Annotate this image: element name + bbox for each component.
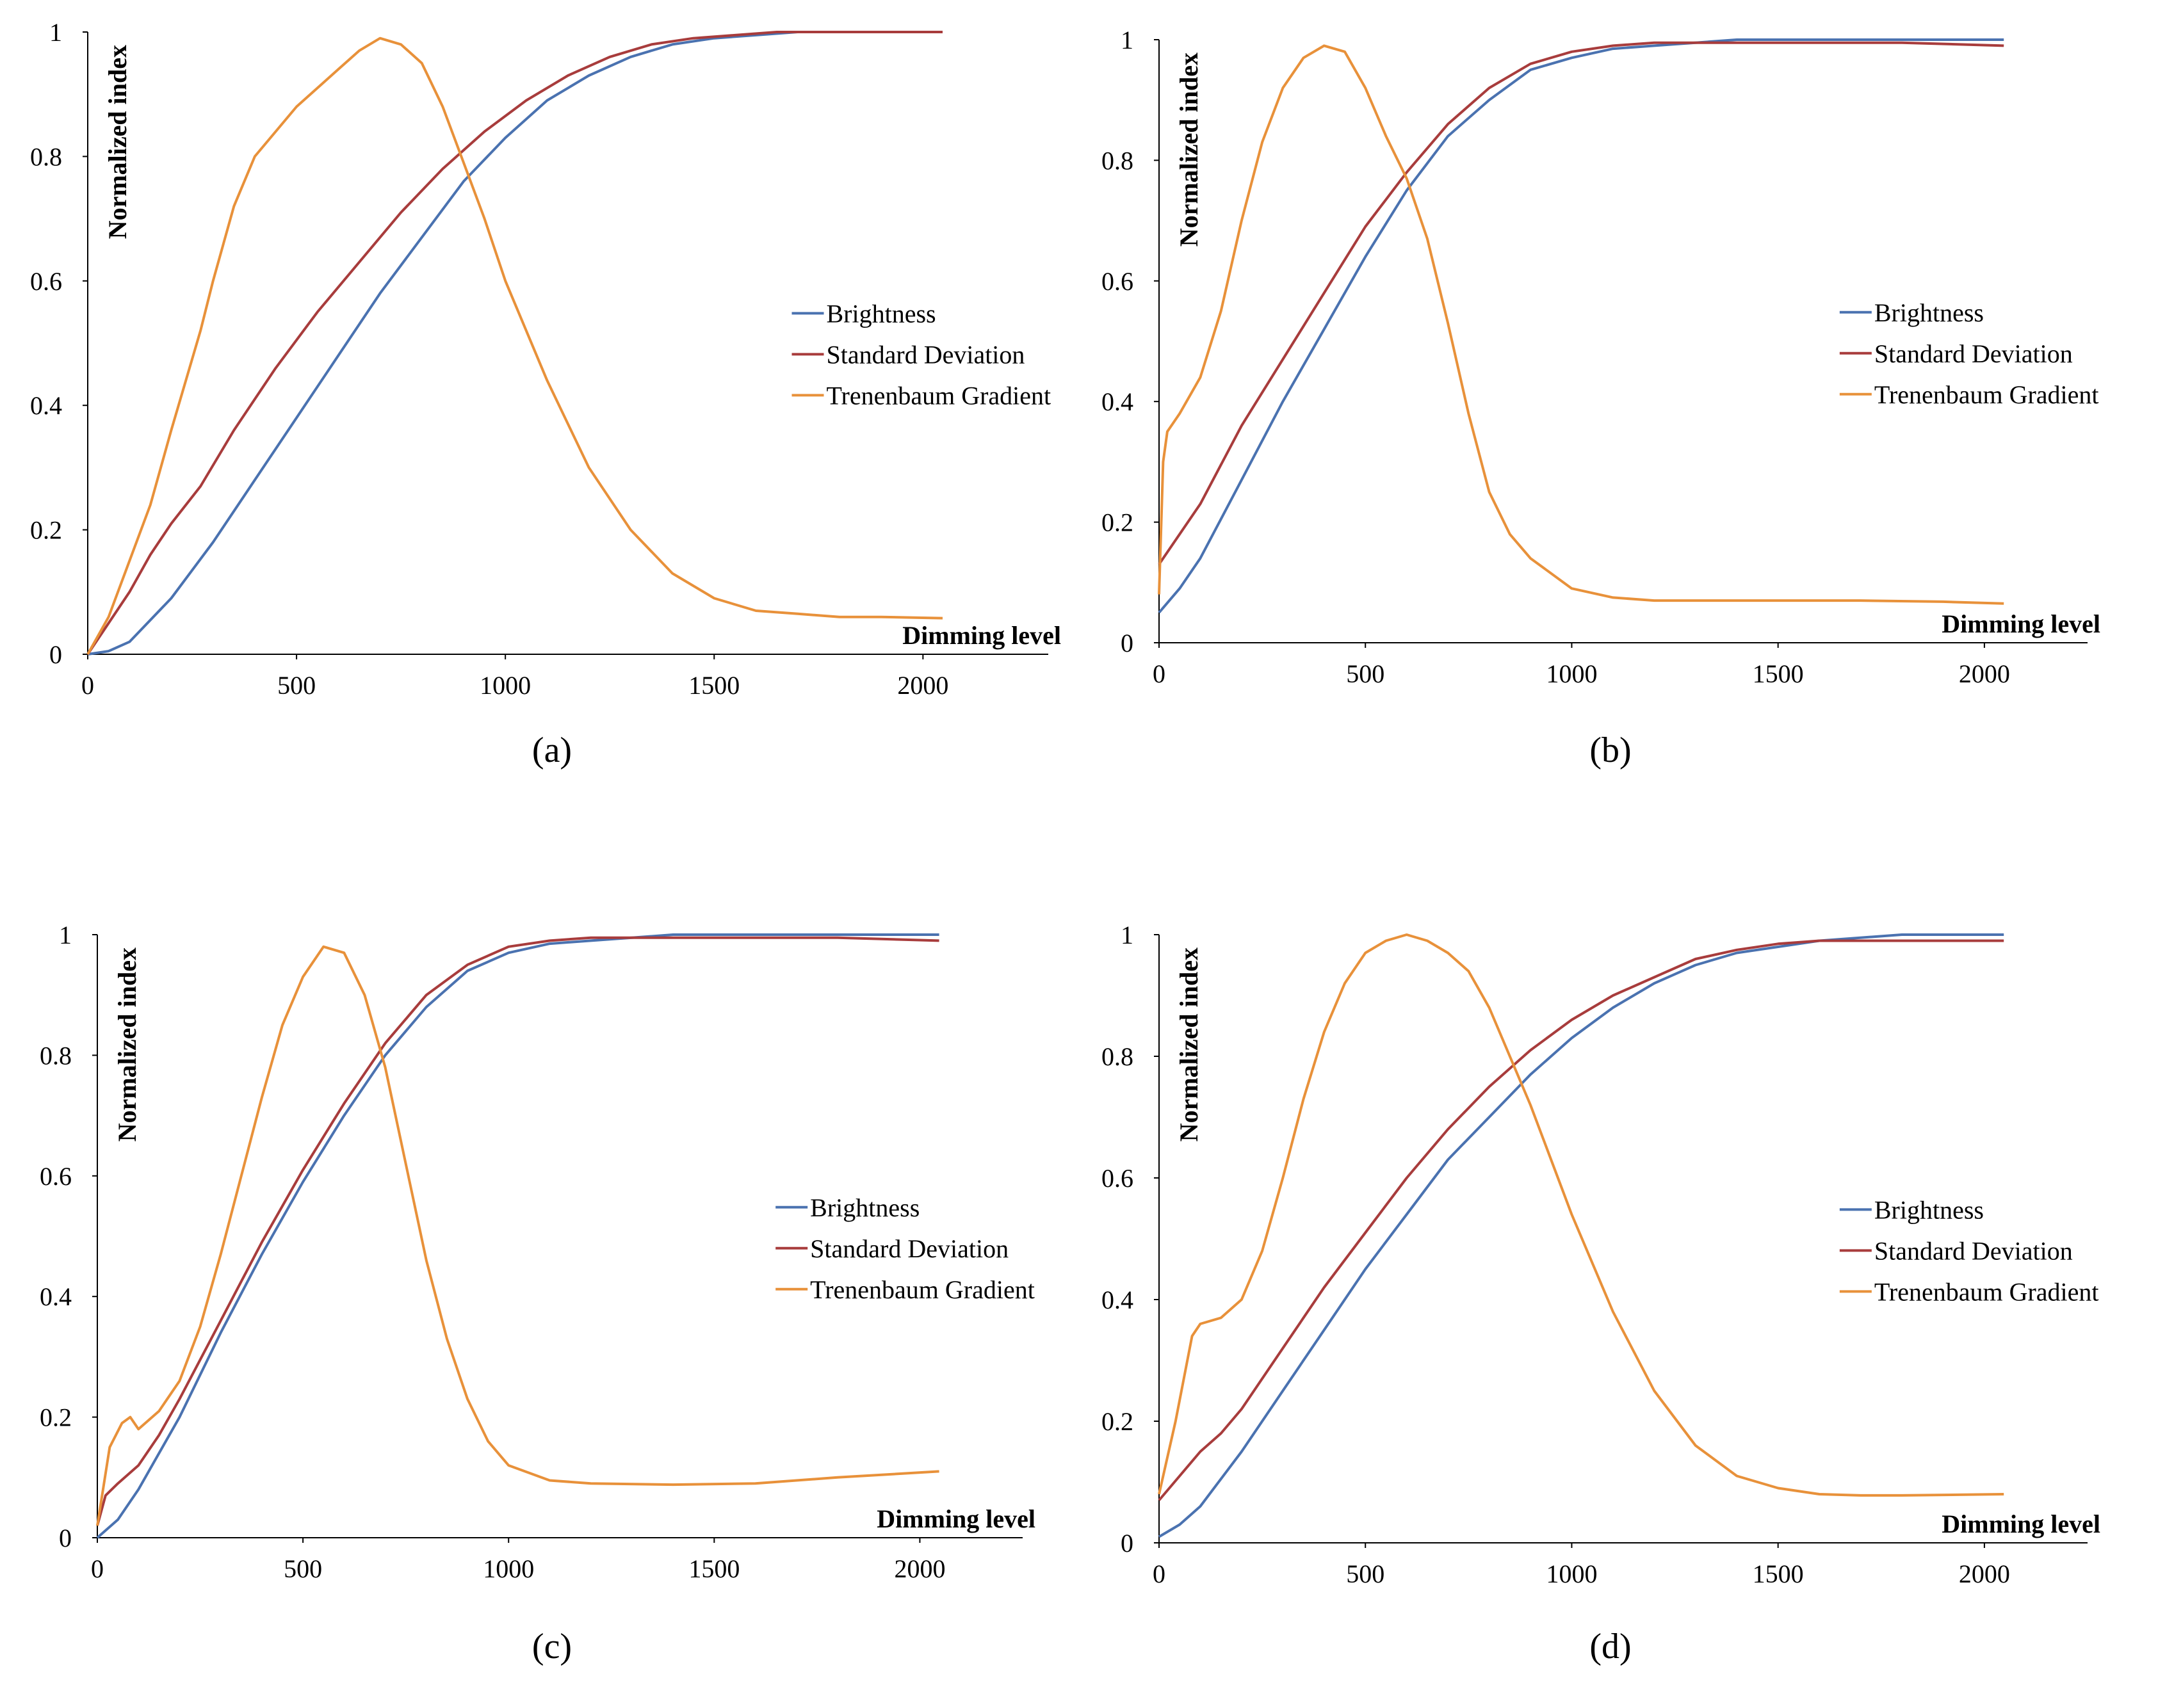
series-line-brightness [87, 31, 943, 656]
y-tick-label: 0.6 [40, 1162, 72, 1191]
panel-label: (d) [1589, 1627, 1631, 1666]
legend-label: Standard Deviation [827, 340, 1025, 369]
legend-label: Trenenbaum Gradient [1874, 380, 2099, 409]
x-tick-label: 0 [1153, 659, 1165, 688]
x-tick-label: 2000 [894, 1554, 945, 1583]
y-tick-label: 0.8 [1101, 1042, 1133, 1071]
x-tick-label: 0 [1153, 1559, 1165, 1588]
x-tick-label: 500 [284, 1554, 322, 1583]
y-tick-label: 1 [49, 18, 62, 47]
x-tick-label: 2000 [1959, 1559, 2010, 1588]
y-tick-label: 0.6 [30, 267, 62, 296]
x-tick-label: 1500 [1753, 659, 1804, 688]
y-tick-label: 0.4 [1101, 1285, 1133, 1314]
y-tick-label: 0.6 [1101, 1164, 1133, 1193]
legend-label: Trenenbaum Gradient [1874, 1277, 2099, 1306]
y-axis-title: Normalized index [1174, 52, 1203, 246]
legend-label: Brightness [810, 1193, 920, 1222]
panel-label: (a) [532, 730, 572, 770]
y-tick-label: 0 [59, 1524, 72, 1552]
x-tick-label: 0 [81, 671, 94, 700]
x-axis-title: Dimming level [1942, 609, 2100, 638]
series-line-trenenbaum-gradient [1158, 44, 2004, 605]
y-tick-label: 0 [49, 640, 62, 669]
chart-panel-c: 0 0.2 0.4 0.6 0.8 1 0 500 1000 1500 2000 Normalized… [40, 921, 1035, 1583]
x-axis-title: Dimming level [902, 621, 1061, 650]
series-line-standard-deviation [96, 936, 939, 1526]
x-tick-label: 0 [91, 1554, 104, 1583]
legend-label: Brightness [1874, 298, 1984, 327]
series-line-standard-deviation [1158, 41, 2004, 565]
series-line-brightness [1158, 38, 2004, 614]
y-tick-label: 0.2 [1101, 508, 1133, 537]
series-line-standard-deviation [86, 31, 943, 656]
x-tick-label: 1500 [688, 671, 740, 700]
x-tick-label: 1000 [480, 671, 531, 700]
x-tick-label: 500 [1346, 659, 1384, 688]
y-tick-label: 0 [1121, 629, 1133, 657]
y-tick-label: 0.2 [40, 1403, 72, 1432]
legend-label: Standard Deviation [810, 1234, 1009, 1263]
chart-panel-a: 0 0.2 0.4 0.6 0.8 1 0 500 1000 1500 2000 Normalized… [30, 18, 1061, 700]
y-tick-label: 1 [1121, 26, 1133, 54]
legend-label: Brightness [827, 299, 936, 328]
panel-label: (c) [532, 1627, 572, 1666]
series-line-brightness [96, 933, 939, 1539]
series-line-trenenbaum-gradient [86, 36, 943, 655]
legend-label: Standard Deviation [1874, 339, 2073, 368]
series-line-trenenbaum-gradient [1158, 933, 2004, 1497]
x-tick-label: 2000 [897, 671, 948, 700]
x-tick-label: 1000 [1546, 659, 1597, 688]
x-tick-label: 2000 [1959, 659, 2010, 688]
chart-panel-d: 0 0.2 0.4 0.6 0.8 1 0 500 1000 1500 2000 Normalized… [1101, 921, 2100, 1588]
chart-panel-b: 0 0.2 0.4 0.6 0.8 1 0 500 1000 1500 2000 Normalized… [1101, 26, 2100, 688]
legend-label: Trenenbaum Gradient [827, 381, 1051, 410]
legend-label: Standard Deviation [1874, 1236, 2073, 1265]
panel-label: (b) [1589, 730, 1631, 770]
y-tick-label: 0.8 [30, 142, 62, 171]
series-line-standard-deviation [1158, 939, 2004, 1501]
y-tick-label: 0.4 [40, 1282, 72, 1311]
legend-label: Trenenbaum Gradient [810, 1275, 1035, 1304]
y-axis-title: Normalized index [113, 947, 142, 1141]
y-axis-title: Normalized index [103, 45, 132, 239]
x-tick-label: 1500 [1753, 1559, 1804, 1588]
y-tick-label: 0.4 [1101, 387, 1133, 416]
x-tick-label: 500 [1346, 1559, 1384, 1588]
y-tick-label: 0.8 [1101, 146, 1133, 175]
y-tick-label: 0.2 [1101, 1407, 1133, 1436]
x-axis-title: Dimming level [1942, 1510, 2100, 1538]
legend-label: Brightness [1874, 1195, 1984, 1224]
x-tick-label: 1000 [1546, 1559, 1597, 1588]
y-tick-label: 0.4 [30, 391, 62, 420]
series-line-brightness [1158, 933, 2004, 1538]
y-tick-label: 0.6 [1101, 267, 1133, 296]
series-line-trenenbaum-gradient [96, 945, 939, 1526]
x-tick-label: 500 [277, 671, 316, 700]
y-tick-label: 0 [1121, 1529, 1133, 1558]
x-tick-label: 1500 [688, 1554, 740, 1583]
y-tick-label: 0.8 [40, 1041, 72, 1070]
y-tick-label: 1 [1121, 921, 1133, 949]
x-tick-label: 1000 [483, 1554, 534, 1583]
y-tick-label: 1 [59, 921, 72, 949]
y-tick-label: 0.2 [30, 516, 62, 545]
x-axis-title: Dimming level [877, 1504, 1035, 1533]
y-axis-title: Normalized index [1174, 947, 1203, 1141]
